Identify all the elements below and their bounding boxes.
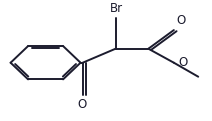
- Text: Br: Br: [110, 2, 123, 15]
- Text: O: O: [178, 56, 187, 69]
- Text: O: O: [77, 98, 86, 111]
- Text: O: O: [176, 14, 185, 27]
